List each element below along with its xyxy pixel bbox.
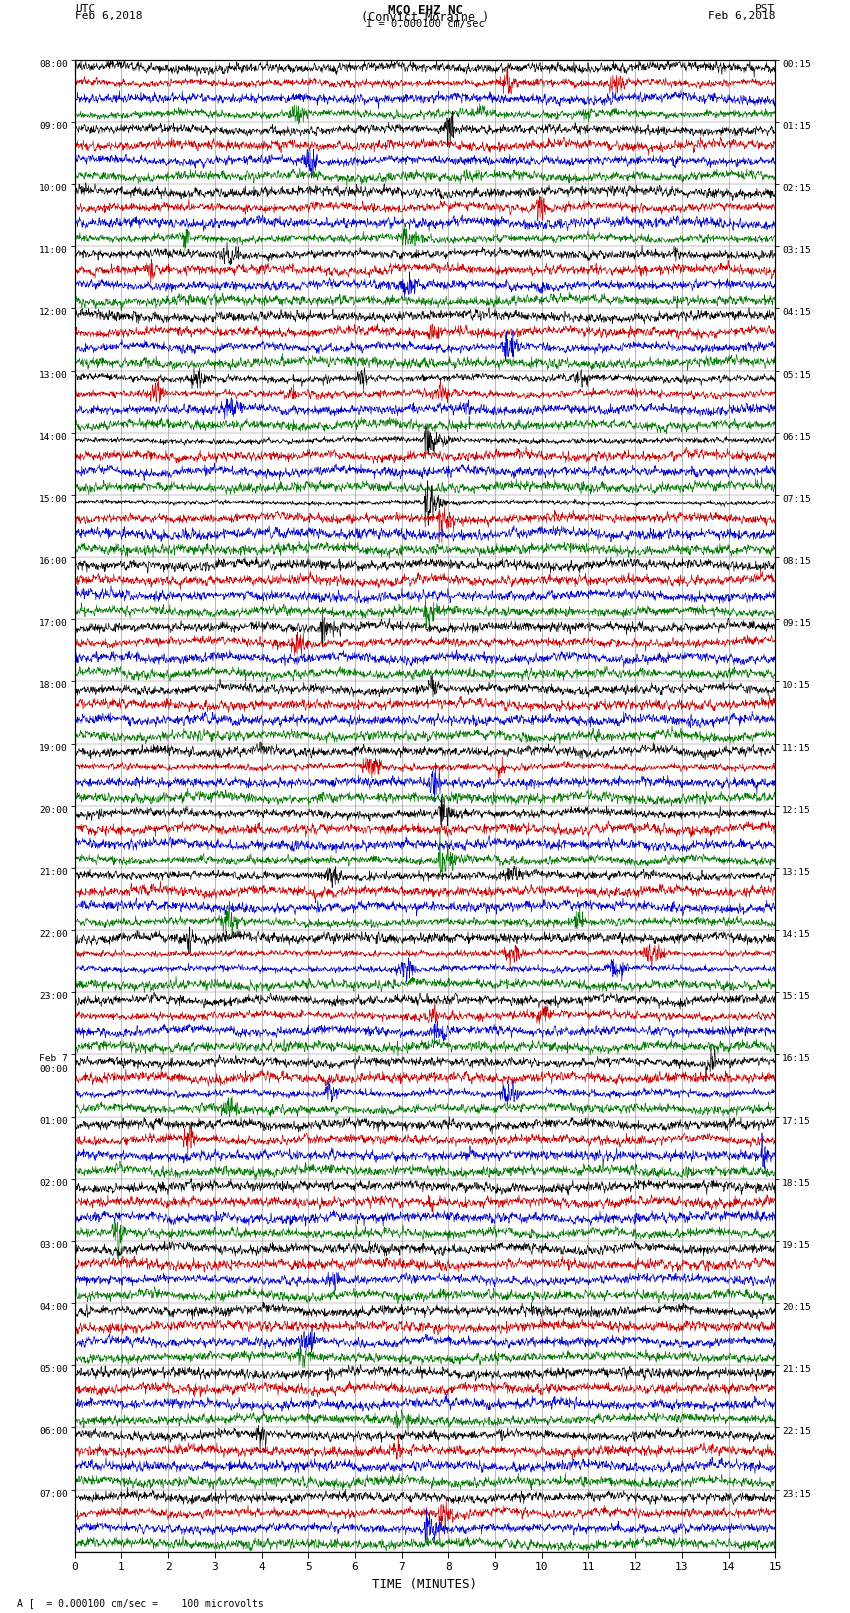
Text: MCO EHZ NC: MCO EHZ NC bbox=[388, 5, 462, 18]
Text: Feb 6,2018: Feb 6,2018 bbox=[708, 11, 775, 21]
Text: Feb 6,2018: Feb 6,2018 bbox=[75, 11, 142, 21]
Text: (Convict Moraine ): (Convict Moraine ) bbox=[361, 11, 489, 24]
X-axis label: TIME (MINUTES): TIME (MINUTES) bbox=[372, 1578, 478, 1590]
Text: PST: PST bbox=[755, 5, 775, 15]
Text: UTC: UTC bbox=[75, 5, 95, 15]
Text: I = 0.000100 cm/sec: I = 0.000100 cm/sec bbox=[366, 18, 484, 29]
Text: A [  = 0.000100 cm/sec =    100 microvolts: A [ = 0.000100 cm/sec = 100 microvolts bbox=[17, 1598, 264, 1608]
